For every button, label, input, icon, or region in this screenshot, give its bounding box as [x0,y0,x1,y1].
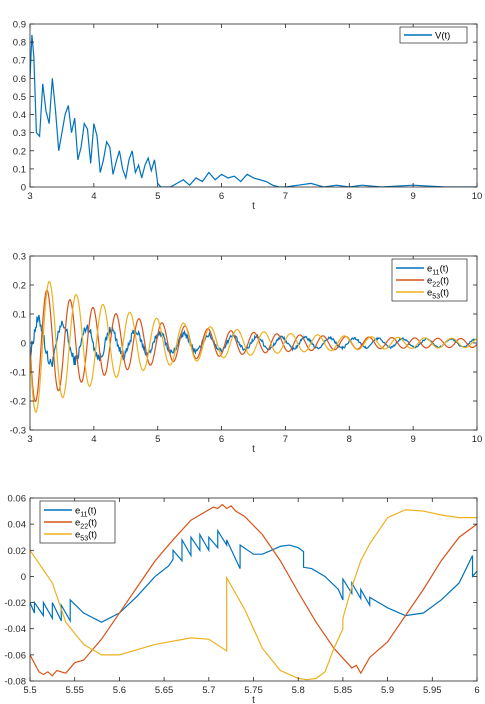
x-tick-label: 7 [283,191,288,202]
x-tick-label: 9 [410,191,415,202]
legend-entry: V(t) [435,31,450,42]
x-tick-label: 5.65 [155,685,174,696]
x-tick-label: 5.5 [23,685,36,696]
x-tick-label: 5.95 [423,685,442,696]
legend: e11(t)e22(t)e53(t) [39,500,116,544]
series-line-e11t [30,528,477,624]
legend: V(t) [399,26,468,44]
y-tick-label: 0.2 [13,146,26,157]
x-tick-label: 4 [91,434,96,445]
y-tick-label: 0 [21,339,26,350]
chart-panel-3: 5.5 5.55 5.6 5.65 5.7 5.75 5.8 5.85 5.9 5.95 6 -0.0… [4,494,479,704]
x-tick-label: 3 [27,191,32,202]
y-tick-label: 0.06 [8,494,27,505]
chart-panel-2: 3 4 5 6 7 8 9 10 -0.3 -0.2 -0.1 0 0.1 0.2 0.3 t e11(t)e2… [10,252,483,456]
y-tick-label: -0.3 [10,426,26,437]
series-line-e22t [30,289,477,402]
x-tick-label: 5.55 [65,685,84,696]
y-tick-label: -0.06 [4,650,26,661]
x-tick-label: 5 [155,434,160,445]
legend-entry: e22(t) [75,518,97,531]
y-tick-label: 0.2 [13,281,26,292]
x-tick-label: 5.75 [244,685,263,696]
y-tick-label: -0.08 [4,677,26,688]
y-tick-label: 0.6 [13,74,26,85]
legend: e11(t)e22(t)e53(t) [391,258,468,302]
y-tick-label: 0.4 [13,110,26,121]
x-tick-label: 5.9 [381,685,394,696]
x-tick-label: 10 [472,434,483,445]
x-tick-label: 6 [474,685,479,696]
y-tick-label: 0.7 [13,56,26,67]
y-tick-label: 0 [21,183,26,194]
y-tick-label: -0.02 [4,598,26,609]
x-axis-label: t [252,444,255,455]
y-tick-label: 0.02 [8,546,27,557]
y-tick-label: 0.1 [13,164,26,175]
x-axis-label: t [252,201,255,212]
y-tick-label: 0.3 [13,128,26,139]
x-tick-label: 6 [219,191,224,202]
x-tick-label: 8 [347,191,352,202]
x-tick-label: 7 [283,434,288,445]
y-tick-label: -0.04 [4,624,26,635]
legend-entry: e11(t) [75,506,97,519]
x-tick-label: 5.8 [292,685,305,696]
x-tick-label: 5.6 [113,685,126,696]
y-tick-label: 0 [21,572,26,583]
series-line-e22t [30,503,477,677]
x-tick-label: 10 [472,191,483,202]
y-tick-label: 0.9 [13,20,26,31]
series-line-e53t [30,280,477,414]
x-tick-label: 4 [91,191,96,202]
chart-panel-1: 3 4 5 6 7 8 9 10 0 0.1 0.2 0.3 0.4 0.5 0.6 0.7 0.8 0.9 t V(… [13,20,483,213]
legend-entry: e11(t) [427,264,449,277]
y-tick-label: 0.04 [8,520,27,531]
y-tick-label: 0.5 [13,92,26,103]
x-tick-label: 8 [347,434,352,445]
x-tick-label: 5.85 [334,685,353,696]
x-axis-label: t [252,695,255,704]
legend-entry: e53(t) [427,288,449,301]
series-line-vt [30,34,477,187]
x-tick-label: 3 [27,434,32,445]
x-tick-label: 9 [410,434,415,445]
y-tick-label: 0.8 [13,38,26,49]
y-tick-label: 0.3 [13,252,26,263]
series-line-e11t [30,314,477,367]
legend-entry: e22(t) [427,276,449,289]
plot-frame [29,23,478,188]
y-tick-label: 0.1 [13,310,26,321]
y-tick-label: -0.1 [10,368,26,379]
x-tick-label: 6 [219,434,224,445]
series-line-e53t [30,509,477,681]
legend-entry: e53(t) [75,530,97,543]
x-tick-label: 5.7 [202,685,215,696]
y-tick-label: -0.2 [10,397,26,408]
x-tick-label: 5 [155,191,160,202]
